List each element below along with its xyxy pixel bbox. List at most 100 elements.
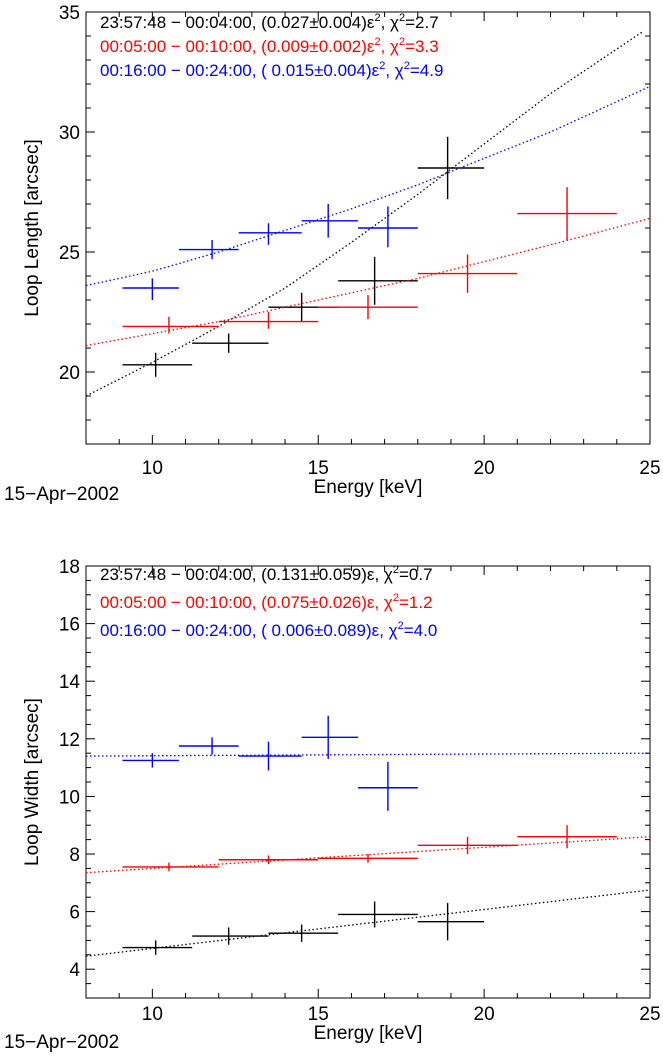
- legend-chi-value: =4.9: [410, 61, 444, 80]
- series-2: 00:05:00 − 00:10:00, (0.009±0.002)ε2, χ2…: [86, 36, 650, 347]
- legend-chi-value: =2.7: [405, 13, 439, 32]
- series-3: 00:16:00 − 00:24:00, ( 0.006±0.089)ε, χ2…: [86, 620, 650, 811]
- legend-superscript: 2: [374, 12, 380, 24]
- legend-chi-value: =0.7: [399, 565, 433, 584]
- legend-chi-superscript: 2: [393, 592, 399, 604]
- data-point: [338, 256, 418, 305]
- legend-text: 23:57:48 − 00:04:00, (0.027±0.004)ε: [100, 13, 375, 32]
- data-point: [218, 855, 319, 865]
- y-axis-label: Loop Length [arcsec]: [22, 139, 43, 316]
- data-point: [417, 902, 485, 941]
- data-point: [178, 737, 239, 755]
- legend-chi-value: =3.3: [405, 37, 439, 56]
- date-label: 15−Apr−2002: [4, 484, 119, 505]
- x-tick-label: 25: [639, 1004, 660, 1025]
- fit-line: [86, 85, 650, 287]
- legend-text: 23:57:48 − 00:04:00, (0.131±0.059)ε: [100, 565, 375, 584]
- data-point: [318, 854, 418, 863]
- legend-chi-superscript: 2: [398, 620, 404, 632]
- data-point: [301, 715, 359, 759]
- data-point: [122, 862, 219, 872]
- legend-chi-label: , χ: [385, 61, 403, 80]
- legend-chi-label: , χ: [381, 13, 399, 32]
- legend-entry: 23:57:48 − 00:04:00, (0.131±0.059)ε, χ2=…: [100, 564, 433, 584]
- x-tick-label: 10: [142, 1004, 163, 1025]
- x-axis-label: Energy [keV]: [314, 1023, 423, 1044]
- legend-chi-label: , χ: [374, 593, 392, 612]
- data-point: [238, 741, 302, 771]
- series-1: 23:57:48 − 00:04:00, (0.027±0.004)ε2, χ2…: [86, 12, 644, 397]
- date-label: 15−Apr−2002: [4, 1032, 119, 1053]
- series-2: 00:05:00 − 00:10:00, (0.075±0.026)ε, χ2=…: [86, 592, 650, 874]
- y-tick-label: 12: [59, 730, 80, 751]
- x-tick-label: 25: [639, 458, 660, 479]
- legend-entry: 00:16:00 − 00:24:00, ( 0.015±0.004)ε2, χ…: [100, 60, 443, 80]
- legend-chi-value: =1.2: [399, 593, 433, 612]
- legend-chi-superscript: 2: [393, 564, 399, 576]
- y-tick-label: 10: [59, 787, 80, 808]
- x-tick-label: 15: [308, 458, 329, 479]
- fit-line: [86, 752, 650, 757]
- data-point: [318, 295, 418, 320]
- y-tick-label: 6: [69, 903, 80, 924]
- legend-text: 00:05:00 − 00:10:00, (0.075±0.026)ε: [100, 593, 375, 612]
- series-1: 23:57:48 − 00:04:00, (0.131±0.059)ε, χ2=…: [86, 564, 650, 957]
- legend-chi-value: =4.0: [404, 621, 438, 640]
- data-point: [192, 333, 269, 353]
- x-tick-label: 15: [308, 1004, 329, 1025]
- legend-chi-label: , χ: [381, 37, 399, 56]
- data-point: [517, 825, 617, 849]
- panel-2: 10 15 20 25 4 6 8 10 12 14 16 18 Energy [keV] Loop Wi…: [4, 557, 661, 1053]
- legend-entry: 00:05:00 − 00:10:00, (0.075±0.026)ε, χ2=…: [100, 592, 433, 612]
- legend-text: 00:05:00 − 00:10:00, (0.009±0.002)ε: [100, 37, 375, 56]
- data-point: [417, 254, 518, 293]
- x-tick-label: 20: [474, 1004, 495, 1025]
- y-tick-label: 16: [59, 615, 80, 636]
- data-point: [417, 136, 485, 200]
- data-point: [358, 761, 418, 811]
- legend-superscript: 2: [379, 60, 385, 72]
- y-tick-label: 14: [59, 672, 81, 693]
- y-axis-label: Loop Width [arcsec]: [22, 698, 43, 866]
- legend-entry: 23:57:48 − 00:04:00, (0.027±0.004)ε2, χ2…: [100, 12, 439, 32]
- y-tick-label: 4: [69, 960, 80, 981]
- legend-chi-label: , χ: [379, 621, 397, 640]
- data-point: [122, 753, 179, 768]
- fit-line: [86, 217, 650, 347]
- x-axis-label: Energy [keV]: [314, 477, 423, 498]
- data-point: [358, 206, 418, 248]
- data-point: [517, 187, 617, 240]
- data-point: [218, 312, 319, 329]
- y-tick-label: 30: [59, 123, 80, 144]
- y-tick-label: 18: [59, 557, 80, 578]
- data-point: [192, 927, 269, 945]
- legend-text: 00:16:00 − 00:24:00, ( 0.006±0.089)ε: [100, 621, 380, 640]
- data-point: [417, 836, 518, 854]
- data-point: [122, 940, 193, 955]
- data-point: [238, 223, 302, 245]
- legend-chi-superscript: 2: [399, 12, 405, 24]
- series-3: 00:16:00 − 00:24:00, ( 0.015±0.004)ε2, χ…: [86, 60, 650, 300]
- data-point: [338, 901, 418, 928]
- data-point: [122, 352, 193, 377]
- y-tick-label: 35: [59, 3, 80, 24]
- legend-chi-label: , χ: [374, 565, 392, 584]
- y-tick-label: 8: [69, 845, 80, 866]
- y-tick-label: 20: [59, 363, 80, 384]
- legend-text: 00:16:00 − 00:24:00, ( 0.015±0.004)ε: [100, 61, 380, 80]
- legend-chi-superscript: 2: [399, 36, 405, 48]
- data-point: [122, 278, 179, 300]
- data-point: [178, 240, 239, 260]
- legend-chi-superscript: 2: [404, 60, 410, 72]
- y-tick-label: 25: [59, 243, 80, 264]
- legend-entry: 00:05:00 − 00:10:00, (0.009±0.002)ε2, χ2…: [100, 36, 439, 56]
- legend-entry: 00:16:00 − 00:24:00, ( 0.006±0.089)ε, χ2…: [100, 620, 437, 640]
- data-point: [301, 204, 359, 238]
- x-tick-label: 10: [142, 458, 163, 479]
- data-point: [122, 316, 219, 334]
- x-tick-label: 20: [474, 458, 495, 479]
- fit-line: [86, 889, 650, 957]
- legend-superscript: 2: [374, 36, 380, 48]
